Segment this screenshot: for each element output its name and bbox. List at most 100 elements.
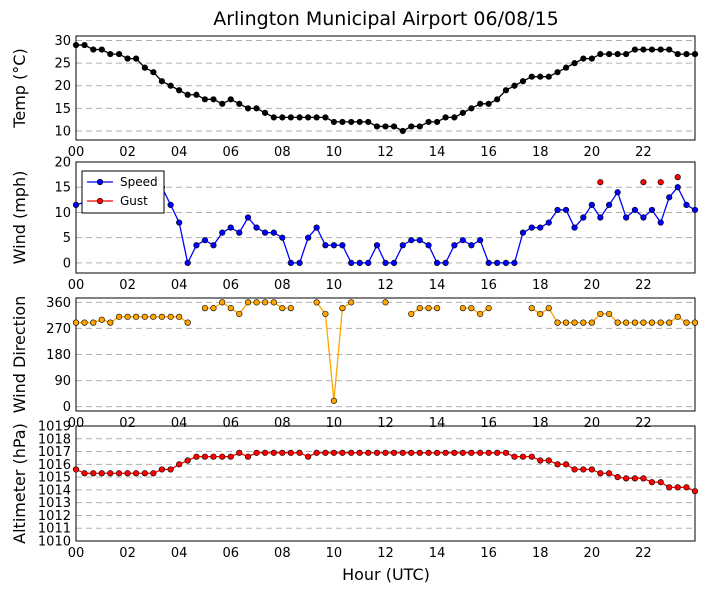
y-tick-label: 5 <box>63 231 71 246</box>
data-point <box>554 461 561 468</box>
data-point <box>545 457 552 464</box>
data-point <box>459 237 466 244</box>
data-point <box>614 189 621 196</box>
data-point <box>81 319 88 326</box>
data-point <box>468 305 475 312</box>
data-point <box>313 449 320 456</box>
data-point <box>674 174 681 181</box>
data-point <box>373 123 381 130</box>
x-tick-label: 22 <box>635 278 652 293</box>
x-tick-label: 22 <box>635 416 652 431</box>
x-axis-label: Hour (UTC) <box>342 565 430 584</box>
data-point <box>554 319 561 326</box>
data-point <box>545 219 552 226</box>
legend-marker <box>96 178 104 186</box>
legend-label: Gust <box>120 194 148 208</box>
data-point <box>382 259 389 267</box>
data-point <box>468 105 475 112</box>
y-axis-label-wind: Wind (mph) <box>10 171 29 265</box>
data-point <box>408 237 415 244</box>
data-point <box>261 109 269 116</box>
data-point <box>227 224 234 231</box>
data-point <box>201 453 209 460</box>
x-tick-label: 18 <box>532 416 549 431</box>
data-point <box>433 259 441 267</box>
data-point <box>442 259 449 267</box>
data-point <box>193 91 200 98</box>
data-point <box>640 179 647 186</box>
x-tick-label: 00 <box>68 278 85 293</box>
data-point <box>72 466 80 473</box>
data-point <box>279 114 286 121</box>
data-point <box>477 310 484 318</box>
data-point <box>691 488 699 495</box>
data-point <box>683 50 690 58</box>
data-point <box>373 242 381 249</box>
y-tick-label: 1019 <box>38 420 71 435</box>
series-gust <box>597 174 681 186</box>
data-point <box>528 73 535 80</box>
data-point <box>236 229 243 236</box>
data-point <box>279 234 286 241</box>
data-point <box>141 470 148 477</box>
data-point <box>666 194 673 201</box>
data-point <box>674 313 681 320</box>
x-tick-label: 22 <box>635 145 652 160</box>
data-point <box>107 319 114 326</box>
data-point <box>219 100 226 107</box>
x-tick-label: 06 <box>222 416 239 431</box>
x-tick-label: 22 <box>635 546 652 561</box>
data-point <box>580 214 587 221</box>
panel-temp: 10 15 20 25 30 00 02 04 06 08 10 12 14 16 18 20 22 Temp (… <box>10 34 699 160</box>
data-point <box>150 313 157 320</box>
data-point <box>537 457 544 464</box>
data-point <box>72 201 80 208</box>
y-tick-label: 10 <box>54 124 71 139</box>
data-point <box>451 449 458 456</box>
x-tick-label: 12 <box>377 416 394 431</box>
data-point <box>511 259 518 267</box>
data-point <box>691 50 699 58</box>
data-point <box>674 184 681 191</box>
data-point <box>150 69 157 76</box>
data-point <box>124 470 131 477</box>
x-tick-label: 20 <box>584 546 601 561</box>
data-point <box>477 237 484 244</box>
data-point <box>631 319 639 326</box>
data-point <box>305 234 312 241</box>
data-point <box>373 449 381 456</box>
data-point <box>90 46 97 53</box>
data-point <box>545 73 552 80</box>
data-point <box>511 453 518 460</box>
y-tick-label: 1016 <box>38 458 71 473</box>
data-point <box>408 310 415 318</box>
y-tick-label: 1017 <box>38 445 71 460</box>
data-point <box>339 118 346 126</box>
x-tick-label: 18 <box>532 278 549 293</box>
data-point <box>477 100 484 107</box>
data-point <box>657 179 664 186</box>
data-point <box>184 319 191 326</box>
x-tick-label: 04 <box>171 278 188 293</box>
data-point <box>674 50 681 58</box>
data-point <box>287 259 294 267</box>
y-tick-label: 90 <box>54 374 71 389</box>
data-point <box>261 299 269 306</box>
x-tick-label: 04 <box>171 416 188 431</box>
data-point <box>339 449 346 456</box>
y-tick-label: 360 <box>46 296 71 311</box>
data-point <box>606 50 613 58</box>
data-point <box>81 41 88 49</box>
x-tick-label: 10 <box>326 278 343 293</box>
data-point <box>580 466 587 473</box>
data-point <box>107 50 114 58</box>
data-point <box>390 123 398 130</box>
data-point <box>132 55 140 62</box>
x-tick-label: 08 <box>274 278 291 293</box>
data-point <box>313 299 320 306</box>
data-point <box>442 449 449 456</box>
x-tick-label: 00 <box>68 416 85 431</box>
data-point <box>631 475 639 482</box>
data-point <box>691 319 699 326</box>
data-point <box>167 201 174 208</box>
